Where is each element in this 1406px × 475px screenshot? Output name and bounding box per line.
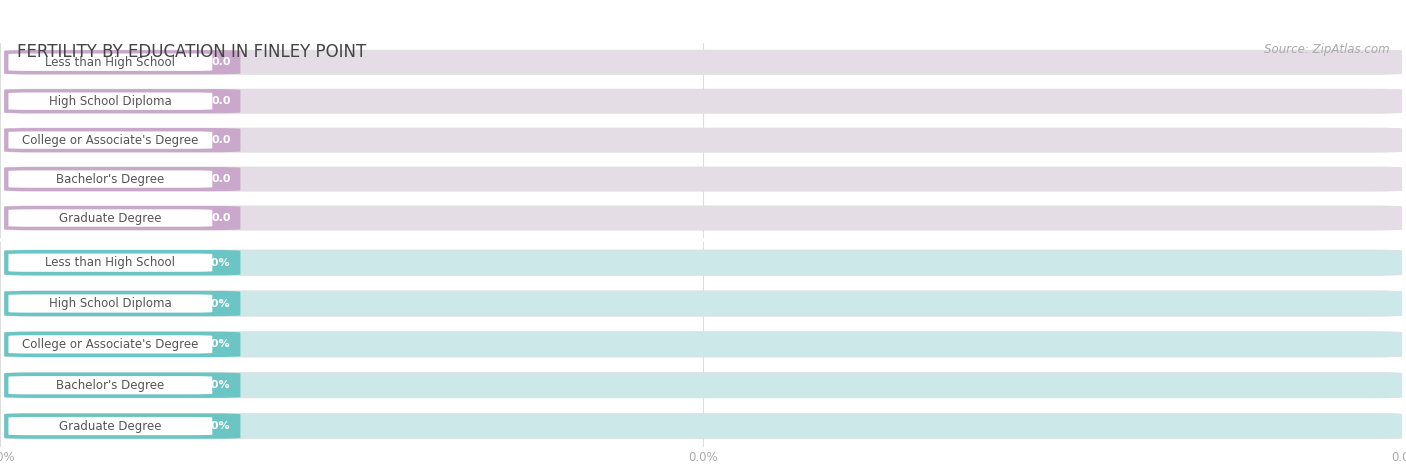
Text: 0.0%: 0.0% — [200, 421, 231, 431]
FancyBboxPatch shape — [4, 250, 240, 276]
FancyBboxPatch shape — [8, 209, 212, 227]
Text: 0.0: 0.0 — [211, 96, 231, 106]
Text: College or Associate's Degree: College or Associate's Degree — [22, 338, 198, 351]
Text: 0.0%: 0.0% — [200, 380, 231, 390]
Text: FERTILITY BY EDUCATION IN FINLEY POINT: FERTILITY BY EDUCATION IN FINLEY POINT — [17, 43, 366, 61]
FancyBboxPatch shape — [4, 291, 1402, 316]
FancyBboxPatch shape — [4, 167, 240, 191]
FancyBboxPatch shape — [4, 372, 240, 398]
FancyBboxPatch shape — [4, 291, 240, 316]
FancyBboxPatch shape — [8, 132, 212, 149]
Text: Graduate Degree: Graduate Degree — [59, 419, 162, 433]
Text: 0.0: 0.0 — [211, 57, 231, 67]
FancyBboxPatch shape — [4, 206, 240, 230]
FancyBboxPatch shape — [4, 413, 240, 439]
FancyBboxPatch shape — [4, 128, 240, 152]
Text: Graduate Degree: Graduate Degree — [59, 211, 162, 225]
FancyBboxPatch shape — [4, 206, 1402, 230]
Text: Less than High School: Less than High School — [45, 56, 176, 69]
Text: 0.0%: 0.0% — [200, 339, 231, 350]
FancyBboxPatch shape — [8, 335, 212, 353]
FancyBboxPatch shape — [4, 50, 1402, 74]
FancyBboxPatch shape — [4, 128, 1402, 152]
FancyBboxPatch shape — [4, 250, 1402, 276]
Text: 0.0: 0.0 — [211, 135, 231, 145]
FancyBboxPatch shape — [8, 376, 212, 394]
Text: Less than High School: Less than High School — [45, 256, 176, 269]
Text: 0.0: 0.0 — [211, 174, 231, 184]
FancyBboxPatch shape — [4, 332, 240, 357]
FancyBboxPatch shape — [4, 89, 1402, 113]
FancyBboxPatch shape — [8, 54, 212, 71]
FancyBboxPatch shape — [4, 50, 240, 74]
FancyBboxPatch shape — [8, 171, 212, 188]
FancyBboxPatch shape — [4, 89, 240, 113]
Text: Bachelor's Degree: Bachelor's Degree — [56, 379, 165, 392]
FancyBboxPatch shape — [4, 332, 1402, 357]
FancyBboxPatch shape — [4, 413, 1402, 439]
Text: High School Diploma: High School Diploma — [49, 297, 172, 310]
Text: 0.0%: 0.0% — [200, 298, 231, 309]
Text: 0.0%: 0.0% — [200, 257, 231, 268]
Text: College or Associate's Degree: College or Associate's Degree — [22, 133, 198, 147]
FancyBboxPatch shape — [8, 417, 212, 435]
Text: Bachelor's Degree: Bachelor's Degree — [56, 172, 165, 186]
Text: Source: ZipAtlas.com: Source: ZipAtlas.com — [1264, 43, 1389, 56]
FancyBboxPatch shape — [8, 93, 212, 110]
FancyBboxPatch shape — [8, 254, 212, 272]
Text: 0.0: 0.0 — [211, 213, 231, 223]
Text: High School Diploma: High School Diploma — [49, 95, 172, 108]
FancyBboxPatch shape — [8, 294, 212, 313]
FancyBboxPatch shape — [4, 372, 1402, 398]
FancyBboxPatch shape — [4, 167, 1402, 191]
